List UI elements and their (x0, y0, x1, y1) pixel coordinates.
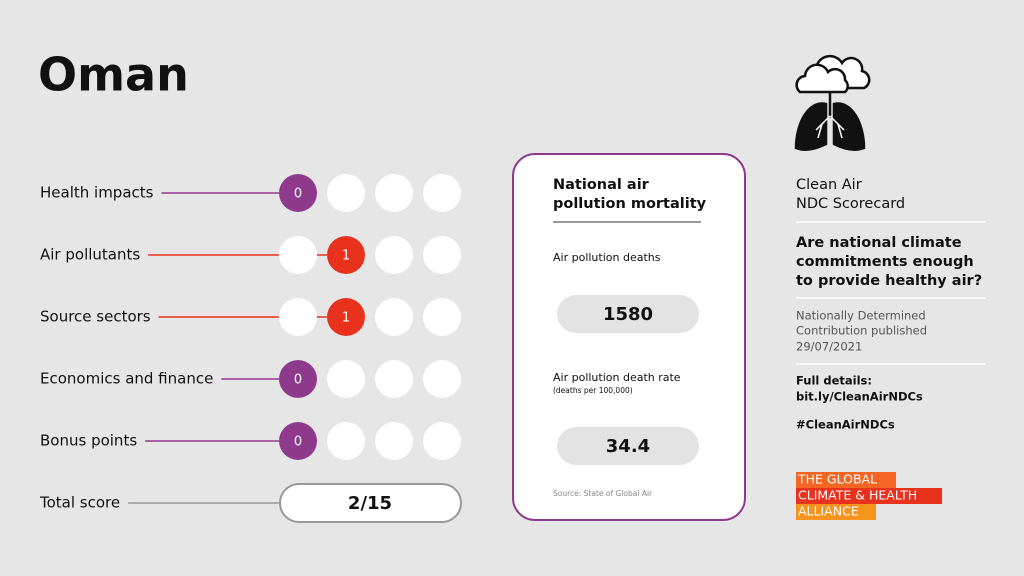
card-title: National air (553, 177, 650, 193)
source-note: Source: State of Global Air (553, 489, 653, 498)
sidebar-title: NDC Scorecard (796, 196, 905, 212)
row-label: Air pollutants (40, 246, 140, 264)
score-slot (327, 360, 365, 398)
score-slot (375, 236, 413, 274)
logo-text: CLIMATE & HEALTH (798, 488, 917, 503)
question: to provide healthy air? (796, 273, 982, 289)
total-pill (279, 483, 462, 523)
score-slot (279, 236, 317, 274)
lungs-cloud-icon (794, 54, 871, 151)
score-dot (327, 236, 365, 274)
score-slot (327, 422, 365, 460)
country-title: Oman (38, 48, 189, 102)
score-value: 0 (294, 373, 302, 388)
ndc-info: 29/07/2021 (796, 340, 862, 354)
score-dot (327, 298, 365, 336)
rate-unit: (deaths per 100,000) (553, 386, 633, 395)
deaths-label: Air pollution deaths (553, 251, 661, 264)
score-value: 1 (342, 311, 350, 326)
ndc-info: Nationally Determined (796, 309, 926, 323)
row-label: Economics and finance (40, 370, 213, 388)
score-slot (279, 298, 317, 336)
ndc-info: Contribution published (796, 324, 927, 338)
logo-band (796, 488, 942, 504)
score-slot (375, 298, 413, 336)
logo-band (796, 472, 896, 488)
row-label: Health impacts (40, 184, 154, 202)
card-title: pollution mortality (553, 196, 707, 212)
score-dot (279, 422, 317, 460)
score-slot (375, 360, 413, 398)
score-value: 0 (294, 435, 302, 450)
row-label: Source sectors (40, 308, 151, 326)
hashtag: #CleanAirNDCs (796, 418, 895, 432)
score-slot (375, 174, 413, 212)
rate-label: Air pollution death rate (553, 371, 681, 384)
score-slot (423, 174, 461, 212)
logo-text: ALLIANCE (798, 504, 859, 519)
details: Full details: (796, 374, 872, 388)
details-link[interactable]: bit.ly/CleanAirNDCs (796, 390, 923, 404)
score-slot (423, 298, 461, 336)
score-value: 1 (342, 249, 350, 264)
row-label: Bonus points (40, 432, 137, 450)
total-value: 2/15 (348, 493, 392, 514)
score-slot (423, 360, 461, 398)
rate-value: 34.4 (606, 436, 650, 457)
deaths-value: 1580 (603, 304, 653, 325)
logo-band (796, 504, 876, 520)
score-slot (423, 236, 461, 274)
total-label: Total score (39, 494, 120, 512)
sidebar-title: Clean Air (796, 177, 862, 193)
score-dot (279, 360, 317, 398)
score-dot (279, 174, 317, 212)
score-slot (423, 422, 461, 460)
rate-pill (557, 427, 699, 465)
deaths-pill (557, 295, 699, 333)
score-value: 0 (294, 187, 302, 202)
logo-text: THE GLOBAL (797, 472, 877, 487)
score-slot (327, 174, 365, 212)
question: Are national climate (796, 235, 962, 251)
score-slot (375, 422, 413, 460)
question: commitments enough (796, 254, 974, 270)
